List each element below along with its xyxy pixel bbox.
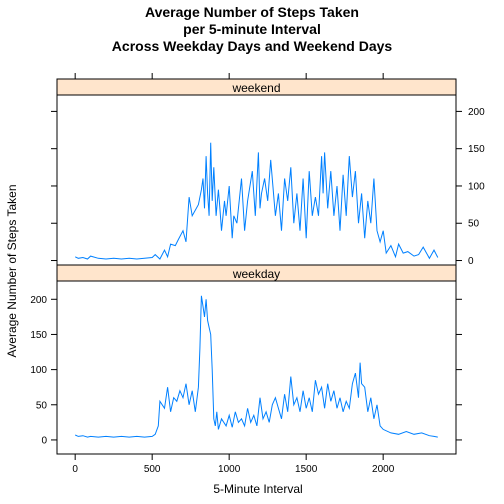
x-axis-label: 5-Minute Interval bbox=[213, 482, 302, 496]
y-tick-label-weekend-150: 150 bbox=[468, 144, 485, 155]
x-tick-label-0: 0 bbox=[72, 464, 78, 475]
y-tick-label-weekend-50: 50 bbox=[468, 219, 480, 230]
series-line-weekday bbox=[75, 296, 438, 437]
chart-title-line-3: Across Weekday Days and Weekend Days bbox=[112, 38, 393, 54]
chart-title-line-1: Average Number of Steps Taken bbox=[145, 4, 359, 20]
y-tick-label-weekday-0: 0 bbox=[41, 435, 47, 446]
y-tick-label-weekend-0: 0 bbox=[468, 256, 474, 267]
chart-title-line-2: per 5-minute Interval bbox=[183, 21, 321, 37]
y-tick-label-weekday-50: 50 bbox=[36, 400, 48, 411]
strip-label-weekday: weekday bbox=[232, 267, 280, 281]
x-tick-label-1000: 1000 bbox=[218, 464, 241, 475]
y-tick-label-weekday-150: 150 bbox=[30, 330, 47, 341]
strip-label-weekend: weekend bbox=[231, 81, 280, 95]
x-tick-label-1500: 1500 bbox=[295, 464, 318, 475]
y-tick-label-weekend-100: 100 bbox=[468, 181, 485, 192]
y-tick-label-weekday-200: 200 bbox=[30, 295, 47, 306]
y-tick-label-weekend-200: 200 bbox=[468, 107, 485, 118]
y-axis-label: Average Number of Steps Taken bbox=[5, 185, 19, 358]
panel-border-weekend bbox=[57, 79, 456, 265]
series-line-weekend bbox=[75, 143, 438, 259]
x-tick-label-500: 500 bbox=[144, 464, 161, 475]
x-tick-label-2000: 2000 bbox=[372, 464, 395, 475]
y-tick-label-weekday-100: 100 bbox=[30, 365, 47, 376]
